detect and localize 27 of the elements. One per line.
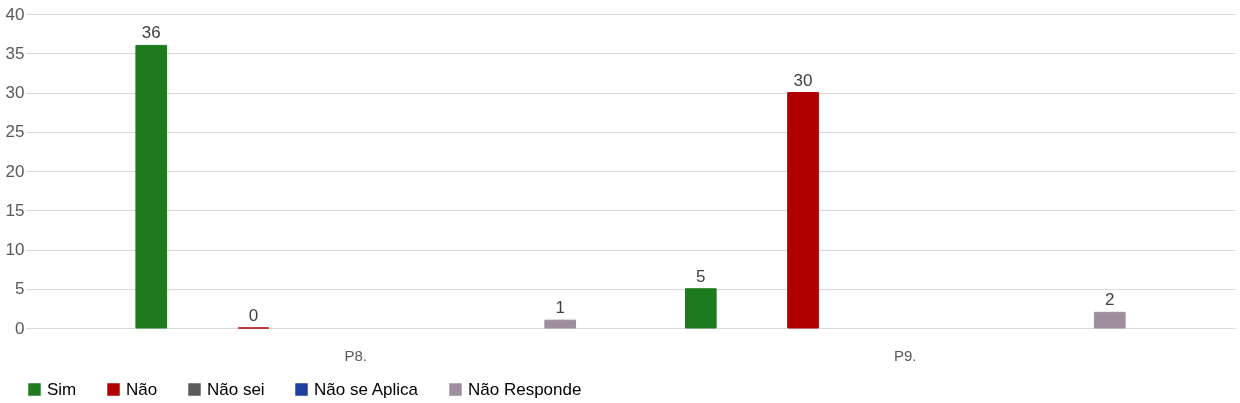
legend-label: Não Responde xyxy=(468,379,582,399)
legend-label: Sim xyxy=(47,379,77,399)
data-label: 1 xyxy=(555,298,565,318)
y-tick-label: 5 xyxy=(15,279,25,299)
y-tick-label: 10 xyxy=(5,240,25,259)
y-tick-label: 35 xyxy=(5,43,25,63)
bar xyxy=(787,92,819,329)
bar xyxy=(135,44,168,329)
y-tick-label: 15 xyxy=(5,200,25,220)
x-tick-label: P8. xyxy=(344,346,367,364)
data-label: 30 xyxy=(793,70,813,90)
y-tick-label: 25 xyxy=(5,122,25,142)
x-tick-label: P9. xyxy=(894,346,917,364)
bar xyxy=(684,288,717,329)
y-tick-label: 20 xyxy=(5,161,25,181)
legend-label: Não sei xyxy=(207,379,265,399)
legend-label: Não xyxy=(126,379,158,399)
y-tick-label: 30 xyxy=(5,83,25,102)
data-label: 0 xyxy=(248,306,259,325)
bar xyxy=(1093,311,1126,329)
y-tick-label: 0 xyxy=(15,318,25,338)
data-label: 36 xyxy=(141,23,161,43)
bar xyxy=(544,319,577,329)
legend-label: Não se Aplica xyxy=(314,379,419,399)
y-tick-label: 40 xyxy=(5,4,25,24)
data-label: 5 xyxy=(696,266,706,286)
data-label: 2 xyxy=(1105,290,1115,310)
